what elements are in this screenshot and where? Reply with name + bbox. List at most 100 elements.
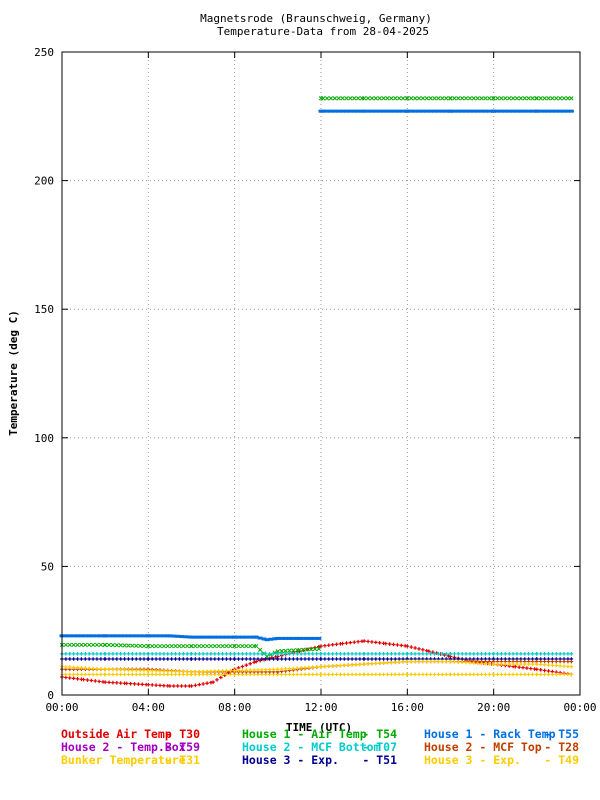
data-point <box>126 643 131 648</box>
data-point <box>142 672 146 677</box>
data-point <box>93 679 98 683</box>
data-point <box>468 672 472 677</box>
data-point <box>569 652 574 656</box>
data-point <box>248 652 253 656</box>
data-point <box>115 681 119 685</box>
data-point <box>150 652 155 656</box>
data-point <box>397 657 401 661</box>
chart-subtitle: Temperature-Data from 28-04-2025 <box>217 25 429 38</box>
x-axis-label: TIME (UTC) <box>286 721 352 734</box>
data-point <box>291 657 296 661</box>
data-point <box>193 669 198 674</box>
data-point <box>330 652 335 656</box>
data-point <box>79 642 84 647</box>
data-point <box>75 657 80 661</box>
data-point <box>542 659 547 664</box>
data-point <box>107 667 111 672</box>
data-point <box>365 96 371 101</box>
data-point <box>542 652 547 656</box>
data-point <box>377 96 382 101</box>
data-point <box>126 668 131 672</box>
data-point <box>162 657 166 661</box>
data-point <box>287 652 292 656</box>
data-point <box>134 652 139 656</box>
data-point <box>530 96 535 101</box>
series-8 <box>60 659 574 674</box>
data-point <box>132 682 137 686</box>
data-point <box>181 657 186 661</box>
data-point <box>240 657 245 661</box>
data-point <box>460 660 464 665</box>
data-point <box>99 657 103 661</box>
data-point <box>240 668 245 673</box>
data-point <box>542 668 547 673</box>
data-point <box>467 96 473 101</box>
data-point <box>248 657 253 661</box>
data-point <box>562 664 566 668</box>
data-point <box>440 672 445 677</box>
data-point <box>232 657 237 661</box>
data-point <box>85 678 90 682</box>
data-point <box>319 644 323 648</box>
data-point <box>444 672 448 677</box>
data-point <box>276 652 280 656</box>
data-point <box>263 667 268 672</box>
data-point <box>67 657 72 661</box>
data-point <box>479 652 484 656</box>
data-point <box>279 652 284 656</box>
data-point <box>307 672 311 677</box>
data-point <box>64 657 68 661</box>
data-point <box>413 659 417 664</box>
data-point <box>283 672 288 677</box>
data-point <box>413 646 417 650</box>
data-point <box>122 668 127 672</box>
data-point <box>256 652 260 656</box>
data-point <box>189 657 194 661</box>
data-point <box>471 96 476 101</box>
data-point <box>530 672 535 677</box>
data-point <box>421 672 425 677</box>
data-point <box>400 96 406 101</box>
data-point <box>91 672 95 677</box>
data-point <box>185 652 189 656</box>
data-point <box>326 664 331 669</box>
data-point <box>499 652 504 656</box>
data-point <box>393 652 398 656</box>
data-point <box>475 652 480 656</box>
data-point <box>90 642 96 647</box>
data-point <box>83 652 88 656</box>
data-point <box>550 652 555 656</box>
data-point <box>291 672 296 677</box>
data-point <box>487 662 492 666</box>
data-point <box>499 662 504 666</box>
data-point <box>267 652 272 656</box>
data-point <box>389 652 394 656</box>
data-point <box>118 667 123 672</box>
data-point <box>193 683 198 688</box>
data-point <box>310 657 315 661</box>
data-point <box>197 657 202 661</box>
data-point <box>535 667 539 672</box>
data-point <box>67 642 72 647</box>
data-point <box>417 672 421 677</box>
data-point <box>373 96 378 101</box>
data-point <box>205 657 209 661</box>
data-point <box>436 672 441 677</box>
data-point <box>79 666 84 670</box>
data-point <box>344 641 349 645</box>
data-point <box>118 643 123 648</box>
data-point <box>538 96 543 101</box>
series-2 <box>60 672 574 677</box>
data-point <box>161 643 167 649</box>
data-point <box>569 672 574 677</box>
data-point <box>444 96 449 101</box>
data-point <box>483 96 488 101</box>
data-point <box>456 652 461 656</box>
data-point <box>542 662 547 667</box>
data-point <box>389 660 394 665</box>
data-point <box>558 659 562 664</box>
data-point <box>205 652 209 656</box>
data-point <box>97 679 101 684</box>
data-point <box>475 96 480 101</box>
